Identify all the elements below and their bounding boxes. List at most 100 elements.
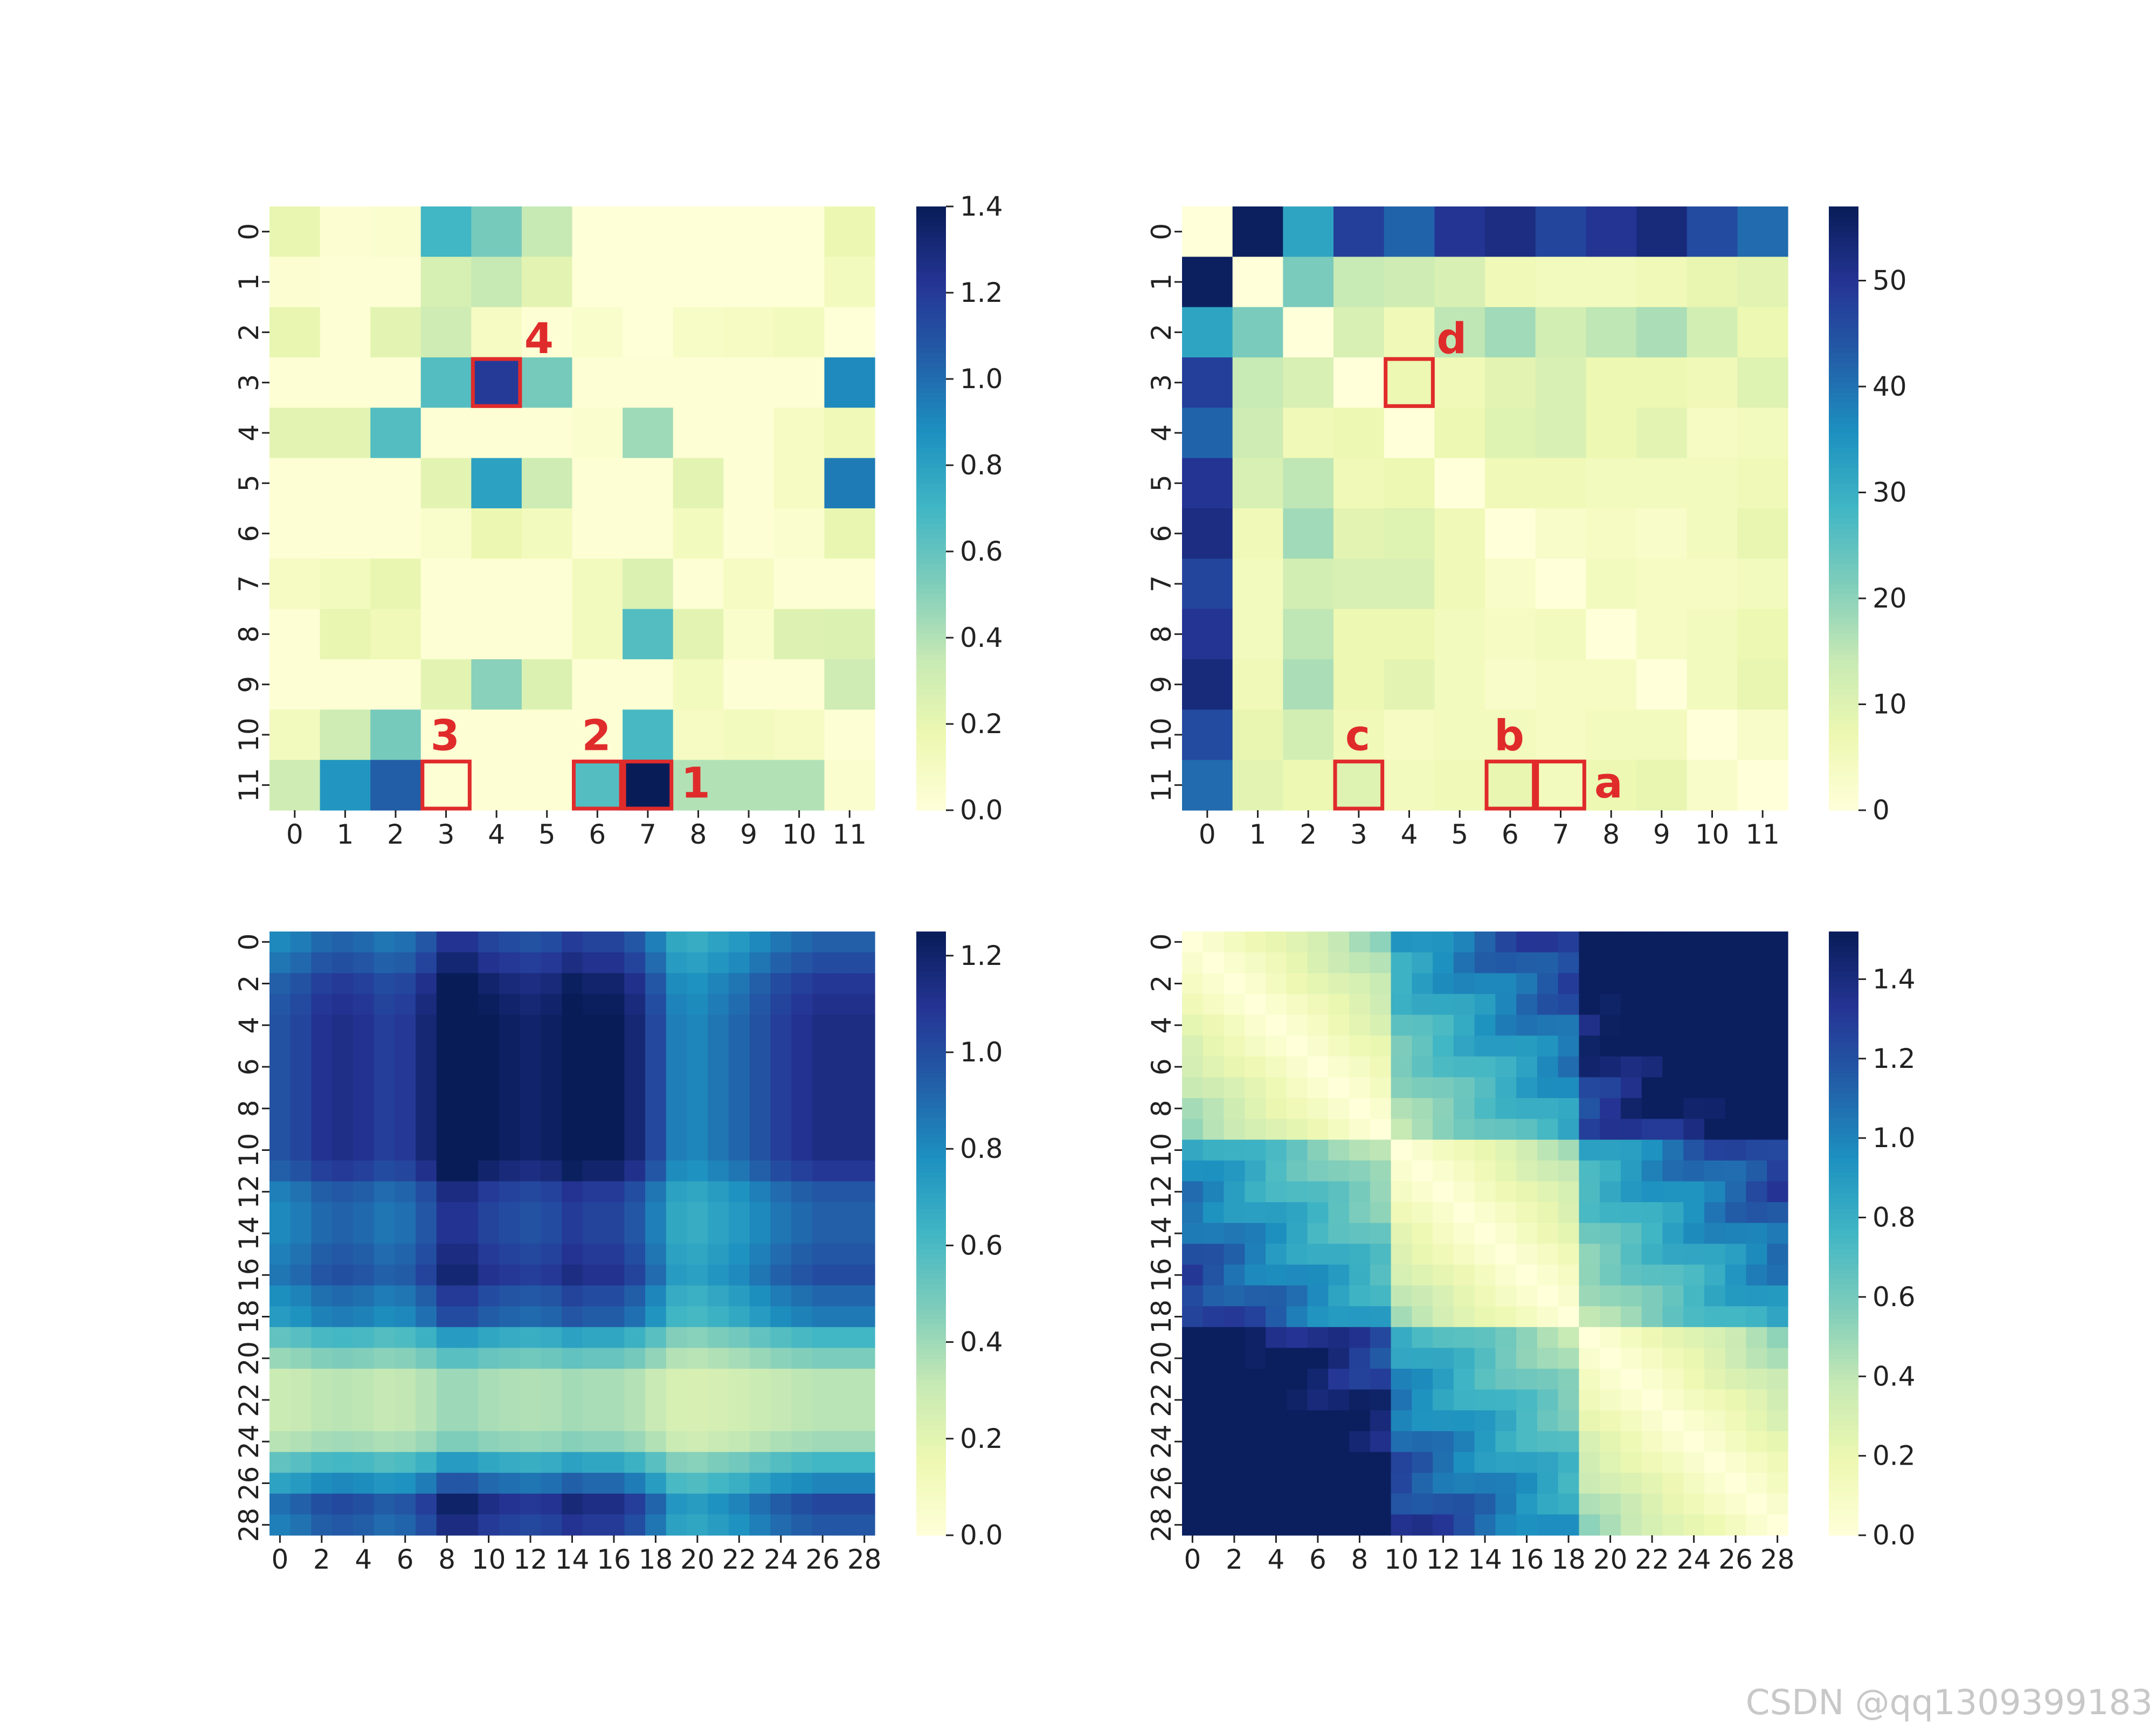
colorbar-segment [1829,932,1858,937]
heatmap-cell [1474,1348,1496,1369]
heatmap-cell [773,709,825,761]
heatmap-cell [1203,973,1225,995]
colorbar-segment [916,488,946,494]
colorbar-segment [916,1399,946,1405]
colorbar-segment [1829,307,1858,313]
heatmap-cell [1704,1056,1726,1078]
heatmap-cell [854,993,875,1016]
heatmap-cell [708,1140,729,1161]
heatmap-cell [770,1514,792,1536]
heatmap-cell [791,993,813,1016]
colorbar-segment [916,1319,946,1324]
y-tick-label: 28 [233,1508,265,1542]
colorbar-segment [916,508,946,514]
heatmap-cell [311,1244,333,1265]
heatmap-cell [520,1264,542,1286]
heatmap-cell [270,1327,291,1349]
heatmap-cell [1307,1306,1329,1328]
y-tick-label: 16 [1146,1258,1177,1292]
heatmap-cell [1203,1119,1225,1140]
heatmap-cell [332,1036,354,1057]
colorbar-segment [916,1379,946,1385]
colorbar-segment [1829,614,1858,619]
colorbar-segment [916,463,946,468]
heatmap-cell [1495,1056,1517,1078]
heatmap-cell [624,932,646,953]
heatmap-cell [1600,1140,1621,1161]
x-tick-label: 0 [1184,1544,1201,1575]
colorbar-segment [916,1007,946,1012]
heatmap-cell [395,932,416,953]
heatmap-cell [1453,1327,1475,1349]
heatmap-cell [1495,1119,1517,1140]
heatmap-cell [1391,1327,1412,1349]
heatmap-cell [1767,1369,1788,1390]
heatmap-cell [1767,1015,1788,1036]
heatmap-cell [353,1056,375,1078]
heatmap-cell [1620,1160,1642,1182]
colorbar-segment [916,982,946,988]
colorbar-segment [916,609,946,615]
heatmap-cell [1412,1285,1433,1307]
heatmap-cell [1333,709,1385,761]
heatmap-cell [791,1098,813,1120]
colorbar-segment [916,216,946,222]
heatmap-cell [1370,1369,1392,1390]
heatmap-cell [374,993,395,1016]
heatmap-cell [374,1098,395,1120]
heatmap-cell [1662,1098,1684,1120]
heatmap-cell [1433,973,1454,995]
colorbar-segment [1829,1434,1858,1440]
heatmap-cell [1746,1493,1767,1515]
heatmap-cell [1579,1473,1600,1494]
colorbar-segment [916,629,946,634]
x-tick-label: 2 [1300,819,1317,850]
heatmap-cell [1704,1452,1726,1473]
heatmap-cell [1182,1327,1204,1349]
heatmap-cell [416,993,437,1016]
heatmap-cell [374,1306,395,1328]
heatmap-cell [723,508,775,559]
heatmap-cell [1746,1119,1767,1140]
heatmap-cell [1620,973,1642,995]
heatmap-cell [471,408,522,459]
heatmap-cell [1579,1202,1600,1224]
colorbar-segment [1829,674,1858,680]
colorbar-segment [1829,543,1858,549]
heatmap-cell [666,1056,688,1078]
heatmap-cell [332,1098,354,1120]
heatmap-cell [582,1244,604,1265]
colorbar-segment [916,1434,946,1440]
colorbar-segment [916,1374,946,1380]
heatmap-cell [1683,1264,1705,1286]
colorbar-segment [1829,1238,1858,1244]
heatmap-cell [1600,1015,1621,1036]
heatmap-cell [562,1431,583,1453]
heatmap-cell [770,952,792,974]
colorbar-segment [916,1223,946,1229]
heatmap-cell [624,993,646,1016]
heatmap-cell [1203,1389,1225,1411]
heatmap-cell [645,1181,667,1203]
heatmap-cell [416,1473,437,1494]
colorbar-segment [916,503,946,509]
y-tick-label: 0 [1146,933,1177,950]
colorbar-segment [1829,237,1858,242]
colorbar-tick-label: 0.8 [960,1133,1003,1164]
heatmap-cell [1224,1140,1245,1161]
heatmap-cell [332,973,354,995]
heatmap-cell [708,1244,729,1265]
heatmap-cell [1328,993,1350,1016]
heatmap-cell [1474,1098,1496,1120]
heatmap-cell [1391,973,1412,995]
colorbar-segment [1829,760,1858,765]
heatmap-cell [1474,993,1496,1016]
heatmap-cell [1495,993,1517,1016]
colorbar-segment [916,659,946,665]
colorbar-segment [916,287,946,293]
heatmap-cell [1182,458,1233,509]
colorbar-segment [916,1520,946,1526]
heatmap-cell [1704,993,1726,1016]
heatmap-cell [1453,1223,1475,1244]
heatmap-cell [1328,1452,1350,1473]
